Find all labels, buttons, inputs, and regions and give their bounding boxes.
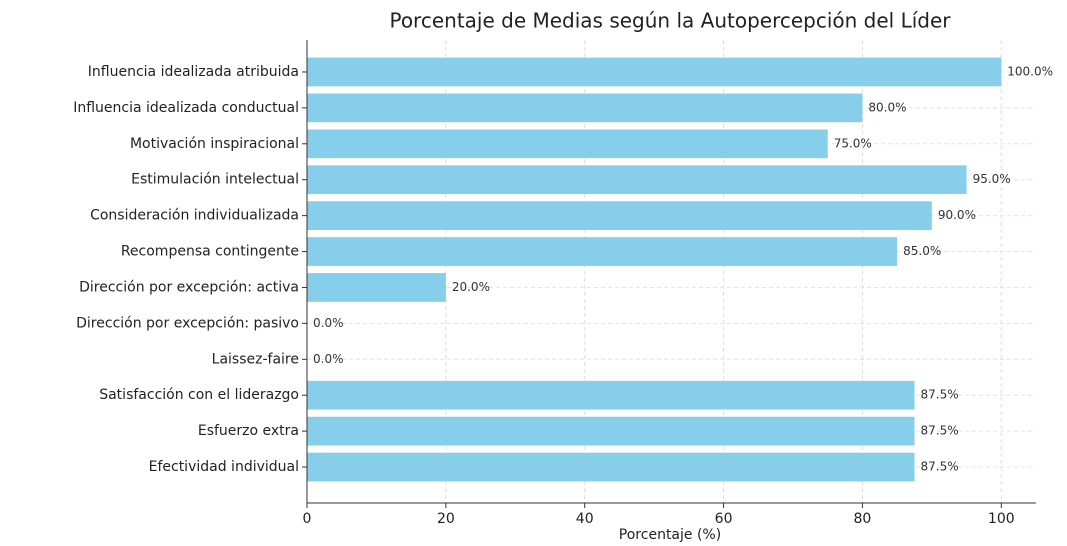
y-tick-label: Laissez-faire [212, 351, 299, 367]
bar [307, 452, 915, 482]
y-tick-label: Recompensa contingente [121, 244, 299, 260]
y-tick-label: Consideración individualizada [90, 208, 299, 224]
bar [307, 273, 446, 302]
bar [307, 57, 1002, 87]
value-label: 95.0% [973, 172, 1011, 186]
y-tick-label: Influencia idealizada conductual [73, 100, 299, 116]
bar [307, 380, 915, 410]
bar [307, 129, 828, 159]
y-tick-label: Motivación inspiracional [130, 136, 299, 152]
value-label: 0.0% [313, 352, 344, 366]
y-tick-label: Influencia idealizada atribuida [88, 64, 299, 80]
bar [307, 165, 967, 195]
bar [307, 93, 863, 123]
y-tick-label: Dirección por excepción: activa [79, 279, 299, 295]
value-label: 20.0% [452, 280, 490, 294]
y-tick-label: Dirección por excepción: pasivo [76, 315, 299, 331]
value-label: 75.0% [834, 136, 872, 150]
x-tick-label: 60 [715, 511, 733, 527]
value-label: 87.5% [921, 424, 959, 438]
value-label: 100.0% [1007, 64, 1053, 78]
bar [307, 201, 932, 230]
x-tick-label: 20 [437, 511, 455, 527]
bar [307, 416, 915, 446]
y-tick-label: Estimulación intelectual [131, 172, 299, 188]
x-tick-label: 0 [303, 511, 312, 527]
x-tick-label: 100 [988, 511, 1015, 527]
value-label: 90.0% [938, 208, 976, 222]
y-tick-label: Satisfacción con el liderazgo [99, 387, 299, 403]
y-tick-label: Efectividad individual [149, 459, 299, 475]
value-label: 87.5% [921, 388, 959, 402]
x-axis-label: Porcentaje (%) [619, 527, 721, 543]
y-tick-label: Esfuerzo extra [198, 423, 299, 439]
value-label: 87.5% [921, 460, 959, 474]
chart-title: Porcentaje de Medias según la Autopercep… [389, 9, 951, 33]
value-label: 85.0% [903, 244, 941, 258]
value-label: 80.0% [868, 100, 906, 114]
bar [307, 237, 898, 266]
x-tick-label: 40 [576, 511, 594, 527]
x-tick-label: 80 [854, 511, 872, 527]
value-label: 0.0% [313, 316, 344, 330]
